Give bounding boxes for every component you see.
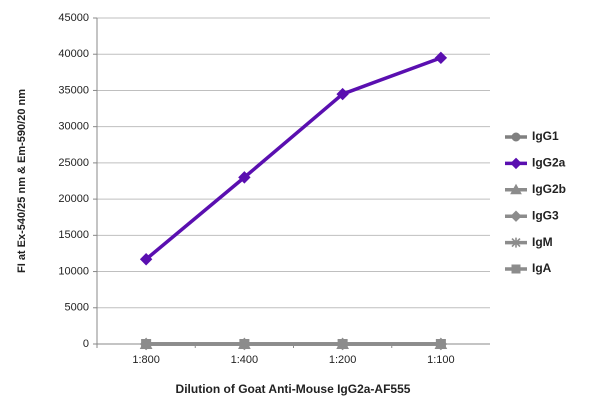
marker (141, 339, 152, 349)
legend-label: IgM (532, 235, 553, 249)
marker (510, 210, 522, 222)
y-tick-label: 35000 (58, 84, 89, 96)
y-axis-title: FI at Ex-540/25 nm & Em-590/20 nm (16, 89, 28, 273)
y-tick-label: 10000 (58, 265, 89, 277)
marker (511, 132, 521, 142)
marker (511, 237, 521, 248)
x-tick-label: 1:800 (132, 354, 160, 366)
marker (139, 253, 153, 266)
marker (336, 87, 349, 101)
x-tick-label: 1:400 (231, 354, 259, 366)
legend-label: IgG3 (532, 208, 559, 222)
marker (511, 264, 521, 274)
y-tick-label: 15000 (58, 229, 89, 241)
marker (239, 339, 250, 349)
marker (510, 183, 522, 195)
y-tick-label: 30000 (58, 121, 89, 133)
legend-label: IgG2a (532, 156, 566, 170)
y-tick-label: 25000 (58, 157, 89, 169)
y-tick-label: 0 (83, 338, 89, 350)
x-tick-label: 1:200 (329, 354, 357, 366)
marker (238, 171, 251, 184)
marker (510, 157, 522, 170)
marker (337, 339, 348, 349)
legend-label: IgG1 (532, 129, 559, 143)
y-tick-label: 40000 (58, 48, 89, 60)
marker (434, 51, 448, 65)
y-tick-label: 45000 (58, 12, 89, 24)
marker (435, 339, 446, 349)
x-axis-title: Dilution of Goat Anti-Mouse IgG2a-AF555 (176, 382, 411, 396)
x-tick-label: 1:100 (427, 354, 455, 366)
legend-label: IgA (532, 261, 552, 275)
y-tick-label: 20000 (58, 193, 89, 205)
y-tick-label: 5000 (65, 302, 89, 314)
legend-label: IgG2b (532, 182, 566, 196)
series-line (145, 56, 442, 261)
